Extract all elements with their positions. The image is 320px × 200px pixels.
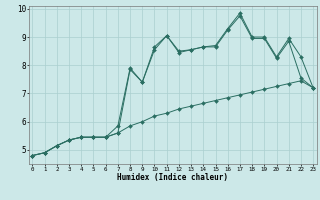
X-axis label: Humidex (Indice chaleur): Humidex (Indice chaleur) [117,173,228,182]
